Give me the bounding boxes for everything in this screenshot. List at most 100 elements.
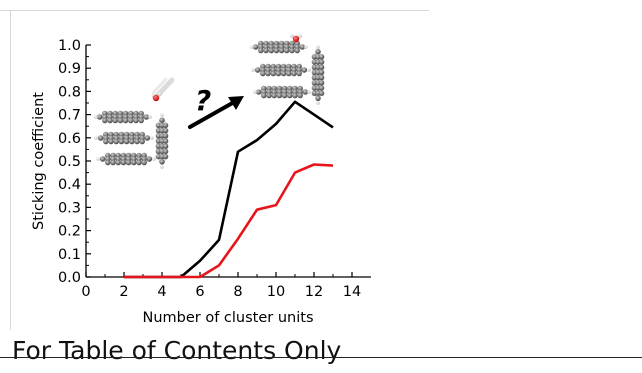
- carbon-atom: [143, 114, 150, 120]
- right-molecular-cluster-illustration: [250, 40, 325, 105]
- carbon-atom: [280, 70, 287, 77]
- carbon-atom: [110, 159, 116, 166]
- arrow-shaft: [188, 99, 238, 129]
- oxygen-atom: [152, 94, 160, 102]
- y-tick-label: 0.7: [58, 108, 81, 124]
- left-molecular-cluster-illustration: [94, 110, 169, 169]
- carbon-atom: [131, 159, 137, 166]
- hydrogen-atom: [316, 45, 320, 49]
- x-ticks: 0 2 4 6 8 10 12 14: [81, 272, 361, 300]
- hydrogen-atom: [152, 157, 156, 161]
- carbon-atom: [318, 59, 325, 65]
- x-tick-label: 8: [233, 284, 242, 300]
- y-ticks: 0.0 0.1 0.2 0.3 0.4 0.5 0.6 0.7 0.8 0.9 1.0: [58, 38, 91, 286]
- hydrogen-atom: [298, 34, 302, 38]
- carbon-atom: [294, 47, 300, 54]
- carbon-atom: [162, 143, 169, 149]
- x-tick-label: 4: [157, 284, 166, 300]
- carbon-atom: [133, 117, 139, 124]
- carbon-atom: [105, 159, 111, 166]
- carbon-atom: [115, 159, 121, 166]
- adsorbed-water-molecule-illustration: [290, 34, 302, 43]
- y-tick-label: 0.8: [58, 84, 81, 100]
- carbon-atom: [138, 117, 144, 124]
- carbon-atom: [292, 92, 298, 99]
- carbon-atom: [261, 92, 267, 99]
- hydrogen-atom: [307, 68, 311, 72]
- y-axis-label: Sticking coefficient: [31, 92, 47, 230]
- carbon-atom: [273, 47, 280, 54]
- hydrogen-atom: [307, 90, 311, 94]
- hydrogen-atom: [290, 34, 294, 38]
- carbon-atom: [286, 70, 292, 77]
- x-tick-label: 10: [267, 284, 285, 300]
- x-tick-label: 0: [81, 284, 90, 300]
- carbon-atom: [123, 138, 130, 145]
- carbon-atom: [113, 138, 119, 145]
- carbon-atom: [162, 148, 169, 155]
- hydrogen-atom: [148, 115, 152, 119]
- carbon-atom: [268, 47, 274, 54]
- carbon-atom: [128, 117, 134, 124]
- carbon-atom: [287, 92, 293, 99]
- carbon-atom: [289, 47, 295, 54]
- carbon-atom: [276, 92, 283, 99]
- carbon-atom: [103, 138, 109, 145]
- carbon-atom: [120, 159, 127, 166]
- carbon-atom: [318, 85, 325, 91]
- arrow-annotation: [188, 96, 244, 129]
- carbon-atom: [162, 127, 169, 134]
- y-tick-label: 0.0: [58, 270, 81, 286]
- hydrogen-atom: [250, 45, 254, 49]
- carbon-atom: [297, 92, 303, 99]
- carbon-atom: [108, 138, 114, 145]
- question-mark-annotation: ?: [195, 84, 211, 117]
- hydrogen-atom: [160, 165, 164, 169]
- carbon-atom: [296, 70, 302, 77]
- carbon-atom: [318, 69, 325, 76]
- carbon-atom: [162, 133, 169, 139]
- carbon-atom: [136, 159, 142, 166]
- x-tick-label: 2: [119, 284, 128, 300]
- carbon-atom: [301, 67, 308, 73]
- carbon-atom: [117, 117, 124, 124]
- carbon-atom: [97, 135, 104, 141]
- carbon-atom: [281, 92, 288, 99]
- y-tick-label: 0.5: [58, 154, 81, 170]
- frame-top-border: [0, 10, 429, 11]
- hydrogen-atom: [316, 101, 320, 105]
- carbon-atom: [112, 117, 118, 124]
- hydrogen-atom: [150, 136, 154, 140]
- hydrogen-atom: [158, 92, 162, 96]
- oxygen-atom: [292, 35, 300, 43]
- carbon-atom: [265, 70, 271, 77]
- x-tick-label: 14: [343, 284, 361, 300]
- carbon-atom: [162, 153, 169, 160]
- x-tick-label: 12: [305, 284, 323, 300]
- carbon-atom: [159, 117, 165, 123]
- carbon-atom: [118, 138, 125, 145]
- carbon-atom: [270, 70, 276, 77]
- carbon-atom: [99, 156, 106, 162]
- incoming-water-molecule-illustration: [151, 77, 175, 102]
- carbon-atom: [260, 70, 266, 77]
- y-tick-label: 0.6: [58, 131, 81, 147]
- arrow-head: [228, 96, 244, 110]
- hydrogen-atom: [94, 115, 98, 119]
- motion-streak: [151, 77, 168, 95]
- hydrogen-atom: [94, 136, 98, 140]
- carbon-atom: [162, 122, 169, 129]
- y-tick-label: 1.0: [58, 38, 81, 54]
- y-tick-label: 0.3: [58, 200, 81, 216]
- carbon-atom: [315, 48, 321, 55]
- carbon-atom: [302, 89, 309, 95]
- x-axis-label: Number of cluster units: [142, 310, 313, 326]
- carbon-atom: [162, 138, 169, 144]
- carbon-atom: [144, 135, 151, 141]
- carbon-atom: [107, 117, 113, 124]
- frame-bottom-border: [0, 357, 642, 358]
- carbon-atom: [125, 159, 132, 166]
- hydrogen-atom: [251, 68, 255, 72]
- carbon-atom: [122, 117, 129, 124]
